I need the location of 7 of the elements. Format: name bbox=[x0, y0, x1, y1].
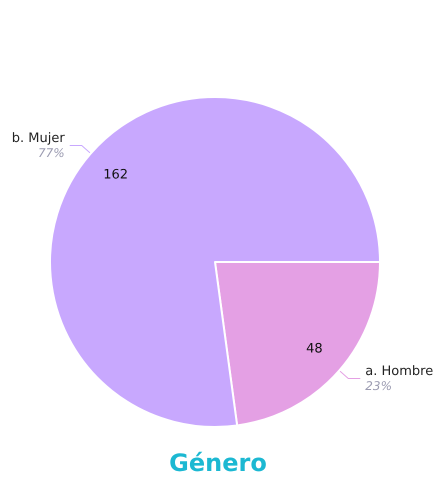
text: 23% bbox=[365, 378, 392, 393]
data-label: 48 bbox=[306, 341, 323, 356]
text: Género bbox=[169, 449, 267, 477]
text: 77% bbox=[38, 146, 65, 160]
slice-label: a. Hombre bbox=[365, 364, 434, 379]
slice-label: b. Mujer bbox=[12, 131, 66, 146]
data-label: 162 bbox=[103, 168, 128, 183]
